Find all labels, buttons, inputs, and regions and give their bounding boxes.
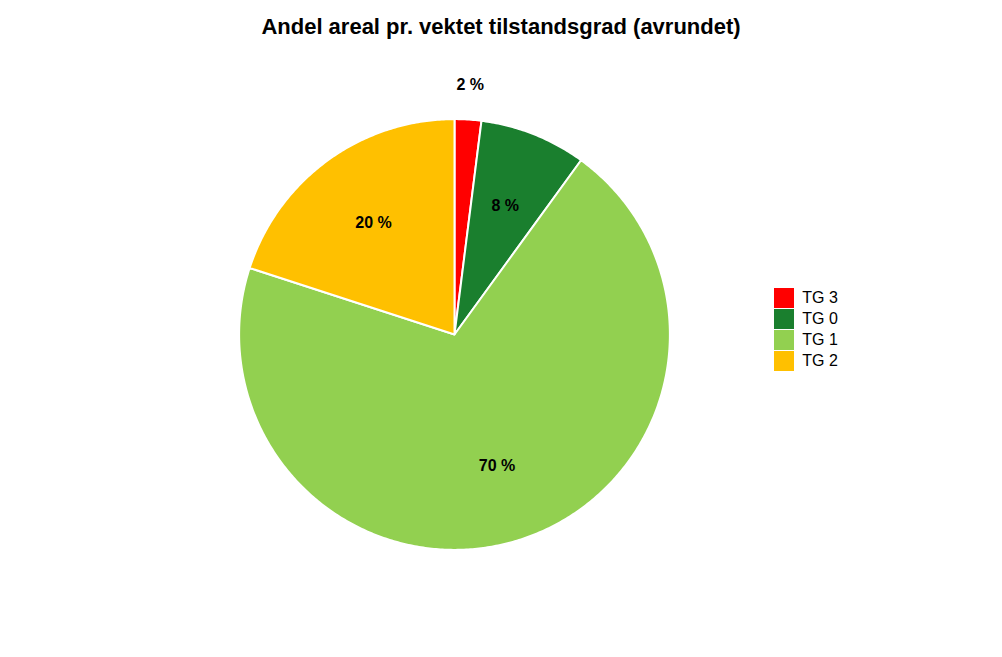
svg-text:70 %: 70 % <box>479 457 515 474</box>
svg-text:20 %: 20 % <box>355 214 391 231</box>
html-text:TG 3: TG 3 <box>802 289 838 306</box>
html-text:TG 0: TG 0 <box>802 310 838 327</box>
html-text:Andel areal pr. vektet tilstan: Andel areal pr. vektet tilstandsgrad (av… <box>261 14 741 39</box>
svg-text:8 %: 8 % <box>492 197 520 214</box>
svg-text:2 %: 2 % <box>457 76 485 93</box>
html-text:TG 1: TG 1 <box>802 331 838 348</box>
html-text:TG 2: TG 2 <box>802 352 838 369</box>
